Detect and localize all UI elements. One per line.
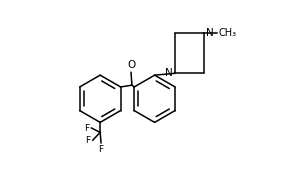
Text: CH₃: CH₃ [219,28,237,38]
Text: F: F [85,136,91,145]
Text: O: O [127,60,135,70]
Text: F: F [98,145,104,154]
Text: N: N [165,68,172,78]
Text: N: N [206,28,214,38]
Text: F: F [84,124,89,132]
